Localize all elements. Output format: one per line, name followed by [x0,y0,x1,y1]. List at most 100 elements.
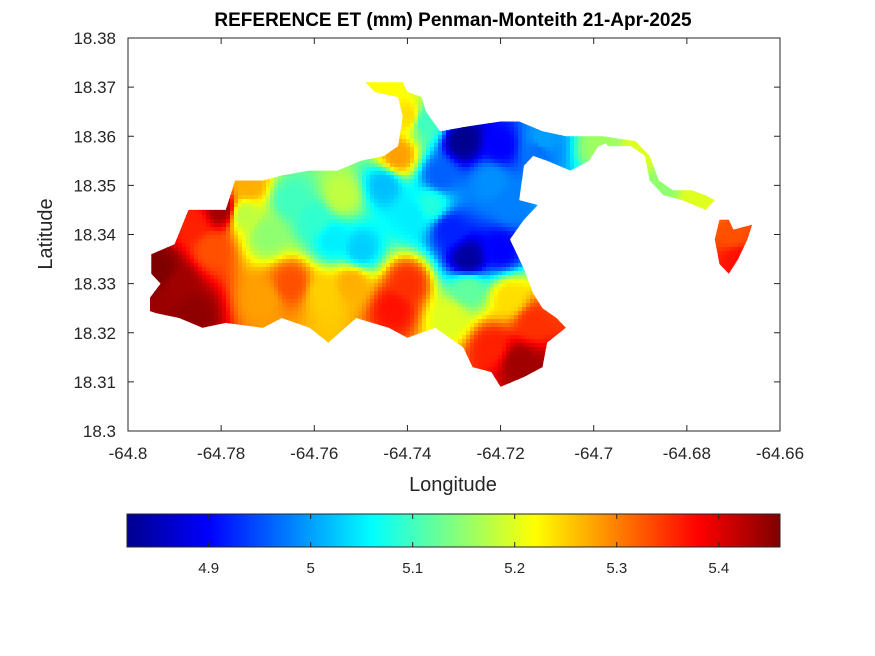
heat-cell [154,259,159,264]
heat-cell [374,187,379,192]
heat-cell [186,263,191,268]
heat-cell [246,211,251,216]
heat-cell [326,323,331,328]
heat-cell [206,275,211,280]
heat-cell [386,163,391,168]
heat-cell [394,311,399,316]
heat-cell [342,219,347,224]
heat-cell [342,183,347,188]
heat-cell [202,295,207,300]
heat-cell [346,311,351,316]
heat-cell [190,275,195,280]
heat-cell [262,299,267,304]
heat-cell [382,247,387,252]
heat-cell [346,295,351,300]
heat-cell [270,283,275,288]
heat-cell [362,219,367,224]
heat-cell [174,315,179,320]
heat-cell [206,243,211,248]
heat-cell [350,263,355,268]
heat-cell [178,283,183,288]
heat-cell [394,259,399,264]
heat-cell [234,319,239,324]
heat-cell [170,311,175,316]
heat-cell [330,291,335,296]
heat-cell [222,211,227,216]
heat-cell [390,187,395,192]
heat-cell [266,311,271,316]
heat-cell [386,231,391,236]
heat-cell [318,191,323,196]
heat-cell [186,259,191,264]
heat-cell [310,171,315,176]
heat-cell [346,259,351,264]
heat-cell [338,303,343,308]
heat-cell [346,207,351,212]
heat-cell [394,263,399,268]
heat-cell [290,175,295,180]
heat-cell [394,191,399,196]
heat-cell [318,183,323,188]
heat-cell [202,279,207,284]
heat-cell [210,247,215,252]
heat-cell [242,263,247,268]
heat-cell [366,319,371,324]
heat-cell [330,199,335,204]
heat-cell [334,255,339,260]
heat-cell [194,291,199,296]
heat-cell [234,307,239,312]
heat-cell [150,307,155,312]
heat-cell [254,227,259,232]
heat-cell [290,287,295,292]
heat-cell [358,263,363,268]
heat-cell [338,203,343,208]
heat-cell [386,259,391,264]
heat-cell [362,163,367,168]
heat-cell [290,283,295,288]
heat-cell [326,279,331,284]
heat-cell [298,279,303,284]
heat-cell [286,211,291,216]
heat-cell [330,319,335,324]
heat-cell [274,227,279,232]
heat-cell [370,199,375,204]
heat-cell [214,307,219,312]
heat-cell [350,207,355,212]
heat-cell [386,87,391,92]
heat-cell [266,275,271,280]
heat-cell [370,303,375,308]
heat-cell [330,275,335,280]
heat-cell [358,287,363,292]
heat-cell [310,327,315,332]
heat-cell [326,195,331,200]
heat-cell [354,311,359,316]
heat-cell [282,231,287,236]
heat-cell [290,255,295,260]
heat-cell [346,319,351,324]
heat-cell [330,191,335,196]
heat-cell [294,211,299,216]
heat-cell [282,307,287,312]
heat-cell [202,223,207,228]
heat-cell [194,267,199,272]
heat-cell [262,235,267,240]
heat-cell [386,263,391,268]
heat-cell [258,259,263,264]
heat-cell [370,243,375,248]
heat-cell [206,271,211,276]
heat-cell [170,271,175,276]
heat-cell [294,271,299,276]
heat-cell [190,311,195,316]
heat-cell [254,291,259,296]
heat-cell [310,203,315,208]
heat-cell [246,247,251,252]
heat-cell [394,155,399,160]
heat-cell [186,251,191,256]
heat-cell [326,259,331,264]
heat-cell [210,259,215,264]
heat-cell [234,227,239,232]
heat-cell [254,183,259,188]
heat-cell [326,331,331,336]
heat-cell [202,227,207,232]
heat-cell [350,259,355,264]
